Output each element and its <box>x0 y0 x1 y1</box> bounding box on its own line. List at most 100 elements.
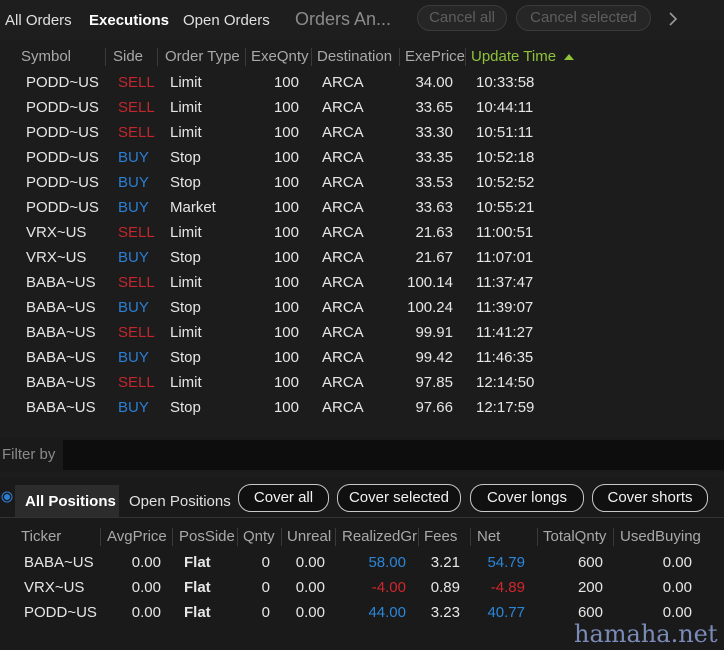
tab[interactable]: Orders An... <box>295 9 392 29</box>
cell: 100.14 <box>407 274 453 291</box>
cell: BABA~US <box>26 324 96 341</box>
cell: 11:41:27 <box>476 324 534 341</box>
cell: SELL <box>118 124 155 141</box>
cell: 100 <box>273 299 299 316</box>
cell: SELL <box>118 224 155 241</box>
tab[interactable]: Open Orders <box>183 12 270 29</box>
cell: PODD~US <box>26 174 99 191</box>
column-header: Ticker <box>21 528 62 545</box>
cell: Limit <box>170 99 202 116</box>
cell: 10:55:21 <box>476 199 535 216</box>
column-header: Fees <box>424 528 458 545</box>
cell: 11:46:35 <box>476 349 534 366</box>
cell: PODD~US <box>24 604 97 621</box>
column-header: Net <box>477 528 501 545</box>
cell: 11:37:47 <box>476 274 534 291</box>
column-separator <box>172 528 173 546</box>
column-header: RealizedGr <box>342 528 418 545</box>
cell: SELL <box>118 374 155 391</box>
column-separator <box>245 48 246 66</box>
cell: 99.42 <box>415 349 453 366</box>
filter-input[interactable] <box>63 440 724 470</box>
tab[interactable]: Open Positions <box>129 493 231 510</box>
cell: BABA~US <box>24 554 94 571</box>
button[interactable]: Cover all <box>238 484 329 512</box>
cell: Limit <box>170 124 202 141</box>
cell: 12:17:59 <box>476 399 535 416</box>
active-tab-bg <box>15 485 119 517</box>
tab[interactable]: All Orders <box>5 12 72 29</box>
column-separator <box>335 528 336 546</box>
cell: Limit <box>170 274 202 291</box>
column-header: Side <box>113 48 144 65</box>
cell: BUY <box>118 174 149 191</box>
cell: 99.91 <box>415 324 453 341</box>
cell: 100 <box>273 374 299 391</box>
cell: ARCA <box>322 74 364 91</box>
column-separator <box>399 48 400 66</box>
cell: BUY <box>118 149 149 166</box>
cell: VRX~US <box>26 249 87 266</box>
button[interactable]: Cancel selected <box>516 5 651 31</box>
cell: 100 <box>273 224 299 241</box>
sort-indicator <box>564 54 574 60</box>
column-header: UsedBuying <box>620 528 701 545</box>
column-header: TotalQnty <box>543 528 607 545</box>
cell: Stop <box>170 299 201 316</box>
button[interactable]: Cover shorts <box>592 484 708 512</box>
cell: ARCA <box>322 274 364 291</box>
cell: 0.00 <box>662 604 692 621</box>
cell: Limit <box>170 324 202 341</box>
cell: 44.00 <box>368 604 406 621</box>
watermark: hamaha.net <box>574 620 718 648</box>
cell: 33.65 <box>415 99 453 116</box>
column-header: ExePrice <box>405 48 466 65</box>
cell: ARCA <box>322 349 364 366</box>
column-header: Symbol <box>21 48 72 65</box>
cell: 100 <box>273 124 299 141</box>
cell: ARCA <box>322 199 364 216</box>
button[interactable]: Cancel all <box>417 5 507 31</box>
cell: -4.00 <box>371 579 406 596</box>
cell: 100 <box>273 174 299 191</box>
column-separator <box>537 528 538 546</box>
column-separator <box>157 48 158 66</box>
radio[interactable] <box>1 491 13 503</box>
cell: Limit <box>170 74 202 91</box>
cell: 0.00 <box>131 604 161 621</box>
cell: Flat <box>184 579 211 596</box>
cell: SELL <box>118 274 155 291</box>
cell: 0.00 <box>295 579 325 596</box>
cell: ARCA <box>322 374 364 391</box>
cell: 100.24 <box>407 299 453 316</box>
cell: 0.00 <box>662 579 692 596</box>
column-header: PosSide <box>179 528 235 545</box>
button[interactable]: Cover longs <box>470 484 584 512</box>
cell: 21.67 <box>415 249 453 266</box>
cell: PODD~US <box>26 99 99 116</box>
cell: PODD~US <box>26 124 99 141</box>
cell: BUY <box>118 299 149 316</box>
cell: 11:00:51 <box>476 224 534 241</box>
cell: 10:44:11 <box>476 99 534 116</box>
cell: 54.79 <box>487 554 525 571</box>
cell: Stop <box>170 399 201 416</box>
column-header: Destination <box>317 48 393 65</box>
cell: BABA~US <box>26 349 96 366</box>
tab[interactable]: Executions <box>89 12 170 29</box>
cell: ARCA <box>322 224 364 241</box>
cell: PODD~US <box>26 149 99 166</box>
cell: BUY <box>118 199 149 216</box>
tab[interactable]: All Positions <box>25 493 116 510</box>
cell: 10:52:52 <box>476 174 535 191</box>
cell: 600 <box>577 604 603 621</box>
column-separator <box>237 528 238 546</box>
cell: 10:52:18 <box>476 149 535 166</box>
cell: 0.00 <box>131 554 161 571</box>
button[interactable]: Cover selected <box>337 484 461 512</box>
cell: 33.35 <box>415 149 453 166</box>
cell: Stop <box>170 249 201 266</box>
scroll-right[interactable] <box>666 10 680 28</box>
cell: 12:14:50 <box>476 374 535 391</box>
cell: 0.00 <box>662 554 692 571</box>
